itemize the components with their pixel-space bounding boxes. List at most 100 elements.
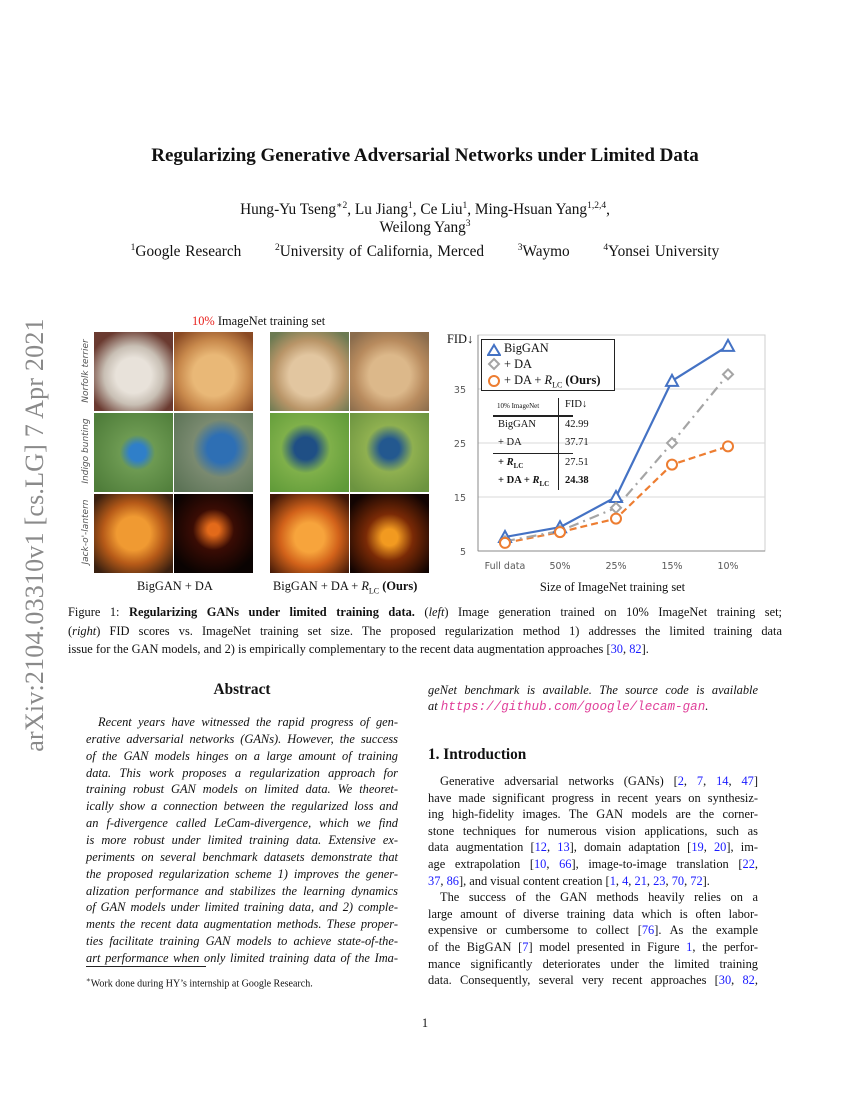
- data-point-circle: [499, 536, 511, 549]
- citation-link[interactable]: 12: [534, 840, 547, 855]
- affiliations: 1Google Research 2University of Californ…: [0, 243, 850, 261]
- table-vrule: [558, 398, 559, 490]
- affil-num: 4: [603, 243, 609, 253]
- intro-line: data. Consequently, several very recent …: [428, 973, 758, 988]
- abstract-line: ments the recent data augmentation metho…: [86, 917, 398, 932]
- legend-text: + DA +: [504, 373, 545, 387]
- abstract-line: ically show a connection between the reg…: [86, 799, 398, 814]
- table-row-fid: 24.38: [565, 475, 589, 486]
- generated-image-pumpkin: [174, 494, 253, 573]
- abstract-line: ties facilitate training GAN models to a…: [86, 934, 398, 949]
- citation-link[interactable]: 23: [653, 873, 666, 888]
- intro-line: large amount of diverse training data wh…: [428, 906, 758, 921]
- data-point-diamond: [665, 436, 679, 450]
- legend-r: R: [544, 373, 553, 387]
- affiliation: Google Research: [135, 243, 242, 261]
- citation-link[interactable]: 30: [718, 973, 732, 988]
- citation-link[interactable]: 72: [690, 873, 703, 888]
- legend-da: + DA: [504, 357, 532, 371]
- citation-link[interactable]: 37: [428, 873, 441, 888]
- data-point-triangle: [664, 372, 680, 387]
- abstract-line: data. This work proposes a regularizatio…: [86, 765, 398, 780]
- affiliation: Waymo: [522, 243, 570, 261]
- citation-link[interactable]: 13: [557, 840, 570, 855]
- citation-link[interactable]: 76: [641, 923, 655, 938]
- generated-image-bird: [174, 413, 253, 492]
- citation-link[interactable]: 86: [446, 873, 459, 888]
- citation-link[interactable]: 4: [622, 873, 629, 888]
- table-row-method: + RLC: [498, 457, 524, 471]
- citation-link[interactable]: 47: [741, 774, 754, 788]
- legend-ours: + DA + RLC (Ours): [504, 373, 601, 389]
- x-axis-label: Size of ImageNet training set: [540, 580, 686, 594]
- page-number: 1: [421, 1016, 429, 1030]
- citation-link[interactable]: 14: [716, 774, 729, 788]
- legend-circle-icon: [488, 375, 500, 387]
- data-point-diamond: [609, 501, 623, 515]
- citation-link[interactable]: 22: [742, 857, 755, 871]
- abstract-line: the proposed regularization scheme 1) im…: [86, 866, 398, 881]
- generated-image-bird: [94, 413, 173, 492]
- abstract-line: an f-divergence called LeCam-divergence,…: [86, 816, 398, 831]
- citation-link[interactable]: 30: [610, 642, 623, 656]
- citation-link[interactable]: 82: [629, 642, 642, 656]
- citation-link[interactable]: 10: [533, 857, 547, 871]
- y-tick-label: 35: [454, 385, 466, 396]
- footnote-mark: ∗: [86, 976, 91, 984]
- affil-num: 1: [130, 243, 136, 253]
- affil-num: 2: [274, 243, 280, 253]
- legend-sub: LC: [552, 380, 563, 390]
- citation-link[interactable]: 1: [609, 873, 616, 888]
- generated-image-dog: [174, 332, 253, 411]
- table-row-fid: 27.51: [565, 457, 589, 468]
- data-point-diamond: [721, 367, 735, 381]
- table-header-fid: FID↓: [565, 399, 588, 410]
- y-axis-label: FID↓: [447, 332, 473, 346]
- caption-text: Image generation trained on 10% ImageNet…: [448, 605, 782, 619]
- citation-link[interactable]: 66: [559, 857, 572, 871]
- group-label-ours: BigGAN + DA + RLC (Ours): [273, 579, 417, 595]
- footnote-rule: [86, 966, 206, 967]
- intro-line: stone techniques for numerous vision app…: [428, 823, 758, 838]
- affil-num: 3: [517, 243, 523, 253]
- table-rule: [493, 415, 573, 417]
- caption-text: FID scores vs. ImageNet training set siz…: [100, 624, 782, 638]
- citation-link[interactable]: 70: [671, 873, 685, 888]
- citation-link[interactable]: 19: [691, 840, 704, 855]
- table-row-method: + DA: [498, 437, 522, 448]
- legend-ours-bold: (Ours): [565, 373, 601, 387]
- intro-heading: 1. Introduction: [428, 746, 527, 763]
- image-grid-title: 10% ImageNet training set: [192, 314, 325, 329]
- intro-line: ing high-fidelity images. The GAN models…: [428, 807, 758, 822]
- source-code-link[interactable]: https://github.com/google/lecam-gan: [440, 700, 706, 714]
- abstract-line: art performance when only limited traini…: [86, 950, 398, 965]
- author-affil: 1,2,4: [587, 201, 607, 211]
- citation-link[interactable]: 20: [713, 840, 727, 855]
- footnote: ∗Work done during HY’s internship at Goo…: [86, 976, 313, 989]
- abstract-line: of the GAN models hinges on a large amou…: [86, 748, 398, 763]
- citation-link[interactable]: 7: [522, 940, 529, 954]
- highlight-percent: 10%: [192, 314, 215, 328]
- label-sub: LC: [368, 586, 380, 596]
- inset-table: 10% ImageNet FID↓ BigGAN 42.99 + DA 37.7…: [493, 398, 589, 490]
- author-affil: 3: [465, 219, 471, 229]
- abstract-line: geNet benchmark is available. The source…: [428, 683, 758, 697]
- generated-image-pumpkin: [94, 494, 173, 573]
- legend-triangle-icon: [487, 343, 501, 356]
- intro-line: expensive or cumbersome to collect [76].…: [428, 923, 758, 938]
- citation-link[interactable]: 21: [634, 873, 647, 888]
- caption-bold: Regularizing GANs under limited training…: [129, 605, 415, 619]
- generated-image-pumpkin: [350, 494, 429, 573]
- author-list-line2: Weilong Yang3: [0, 219, 850, 237]
- abstract-line: Recent years have witnessed the rapid pr…: [98, 715, 398, 729]
- caption-label: Figure 1:: [68, 605, 130, 619]
- intro-line: data augmentation [12, 13], domain adapt…: [428, 840, 758, 855]
- y-tick-label: 15: [454, 493, 466, 504]
- legend-diamond-icon: [487, 357, 501, 371]
- author: Hung-Yu Tseng: [240, 201, 337, 219]
- citation-link[interactable]: 1: [686, 940, 693, 954]
- citation-link[interactable]: 7: [696, 774, 704, 788]
- citation-link[interactable]: 82: [742, 973, 755, 988]
- citation-link[interactable]: 2: [677, 774, 684, 788]
- fid-chart: 5 15 25 35 Full data 50% 25% 15% 10% FID↓ Size of …: [447, 332, 766, 594]
